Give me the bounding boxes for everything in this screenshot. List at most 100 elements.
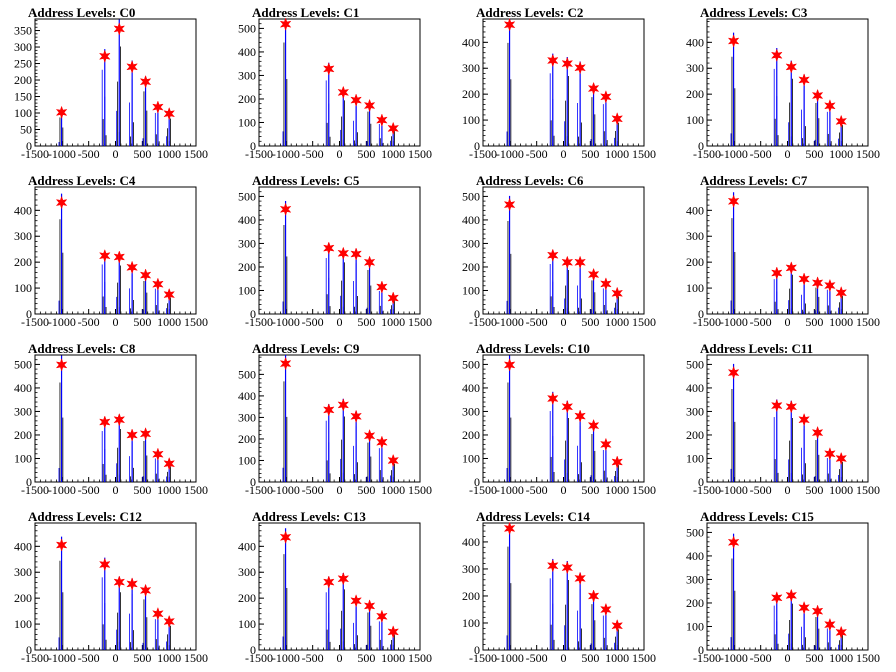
x-tick-label: 500 — [357, 147, 375, 161]
x-tick-label: 0 — [113, 651, 119, 665]
y-tick-label: 100 — [14, 617, 32, 631]
x-tick-label: -500 — [526, 483, 548, 497]
level-marker — [611, 112, 624, 126]
y-tick-label: 200 — [14, 428, 32, 442]
level-marker — [798, 272, 810, 286]
level-marker — [152, 447, 164, 461]
y-tick-label: 200 — [462, 87, 480, 101]
chart-title: Address Levels: C11 — [700, 341, 813, 356]
level-marker — [770, 48, 783, 63]
y-tick-label: 200 — [462, 589, 480, 603]
level-marker — [574, 571, 586, 586]
y-tick-label: 400 — [14, 381, 32, 395]
level-marker — [824, 447, 836, 461]
y-tick-label: 0 — [250, 643, 256, 657]
y-tick-label: 200 — [238, 591, 256, 605]
y-tick-label: 300 — [462, 236, 480, 250]
y-tick-label: 0 — [250, 475, 256, 489]
level-marker — [546, 558, 559, 573]
x-tick-label: 500 — [805, 315, 823, 329]
y-tick-label: 400 — [686, 35, 704, 49]
level-marker — [503, 358, 516, 372]
y-tick-label: 200 — [686, 255, 704, 269]
y-tick-label: 100 — [686, 281, 704, 295]
level-marker — [600, 90, 612, 104]
x-tick-label: -500 — [78, 483, 100, 497]
y-tick-label: 100 — [686, 619, 704, 633]
chart-panel: Address Levels: C4 0 100 200 300 400 -1500-100… — [14, 173, 208, 329]
level-marker — [55, 358, 68, 372]
x-tick-label: -1000 — [272, 315, 300, 329]
y-tick-label: 200 — [686, 428, 704, 442]
y-tick-label: 400 — [238, 213, 256, 227]
level-marker — [113, 250, 126, 264]
chart-panel: Address Levels: C12 0 100 200 300 400 -1500-10… — [14, 509, 208, 665]
y-tick-label: 400 — [686, 549, 704, 563]
y-tick-label: 100 — [238, 115, 256, 129]
y-tick-label: 300 — [238, 68, 256, 82]
level-marker — [98, 415, 111, 429]
chart-title: Address Levels: C3 — [700, 5, 808, 20]
y-tick-label: 50 — [20, 123, 32, 137]
level-marker — [279, 17, 292, 31]
level-marker — [785, 588, 798, 603]
y-tick-label: 300 — [238, 236, 256, 250]
y-tick-label: 200 — [686, 87, 704, 101]
y-tick-label: 400 — [238, 45, 256, 59]
level-marker — [835, 114, 848, 129]
x-tick-label: -1500 — [469, 147, 497, 161]
y-tick-label: 500 — [462, 357, 480, 371]
x-tick-label: 0 — [337, 483, 343, 497]
x-tick-label: -1000 — [720, 147, 748, 161]
x-tick-label: -1000 — [272, 147, 300, 161]
y-tick-label: 0 — [26, 475, 32, 489]
level-marker — [587, 267, 600, 282]
y-tick-label: 100 — [238, 617, 256, 631]
level-marker — [163, 287, 176, 302]
level-marker — [387, 291, 400, 305]
y-tick-label: 400 — [14, 539, 32, 553]
level-marker — [363, 98, 376, 113]
level-marker — [561, 255, 574, 270]
level-marker — [152, 277, 164, 291]
x-tick-label: 1000 — [605, 651, 629, 665]
x-tick-label: 1000 — [157, 315, 181, 329]
level-marker — [811, 88, 824, 103]
level-marker — [279, 356, 292, 371]
x-tick-label: 1000 — [381, 483, 405, 497]
level-marker — [126, 577, 138, 591]
x-tick-label: 500 — [357, 651, 375, 665]
level-marker — [350, 409, 362, 424]
level-marker — [574, 60, 586, 75]
chart-title: Address Levels: C14 — [476, 509, 590, 524]
x-tick-label: -500 — [526, 315, 548, 329]
plot-frame — [482, 522, 645, 651]
x-tick-label: -1500 — [245, 651, 273, 665]
x-tick-label: 500 — [357, 315, 375, 329]
level-marker — [387, 453, 400, 468]
level-marker — [811, 425, 824, 440]
level-marker — [322, 241, 335, 255]
y-tick-label: 100 — [462, 283, 480, 297]
level-marker — [376, 280, 388, 294]
x-tick-label: 0 — [785, 147, 791, 161]
x-tick-label: 1500 — [408, 147, 432, 161]
y-tick-label: 100 — [14, 281, 32, 295]
x-tick-label: 1000 — [157, 483, 181, 497]
x-tick-label: -1000 — [496, 147, 524, 161]
level-marker — [363, 428, 376, 443]
chart-title: Address Levels: C5 — [252, 173, 360, 188]
x-tick-label: -1000 — [48, 315, 76, 329]
x-tick-label: 0 — [337, 651, 343, 665]
y-tick-label: 400 — [238, 389, 256, 403]
level-marker — [337, 571, 350, 586]
y-tick-label: 0 — [698, 643, 704, 657]
x-tick-label: -500 — [302, 483, 324, 497]
level-marker — [727, 535, 740, 550]
x-tick-label: 0 — [337, 315, 343, 329]
level-marker — [363, 599, 376, 613]
y-tick-label: 100 — [14, 106, 32, 120]
y-tick-label: 100 — [462, 113, 480, 127]
y-tick-label: 300 — [238, 410, 256, 424]
level-marker — [811, 604, 824, 618]
